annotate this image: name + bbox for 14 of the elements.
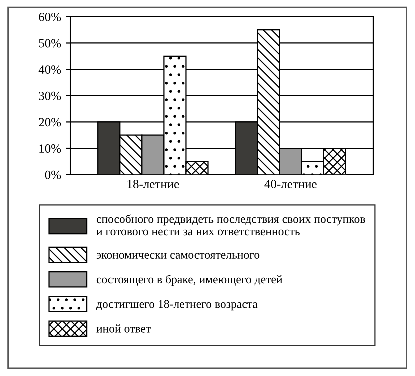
- y-tick-label: 40%: [38, 66, 62, 74]
- y-tick-label: 60%: [39, 12, 62, 22]
- legend-label: экономически самостоятельного: [96, 253, 260, 259]
- y-tick-label: 0%: [45, 170, 62, 180]
- y-tick-label: 20%: [39, 118, 62, 127]
- legend-label: достигшего 18-летнего возраста: [96, 300, 258, 311]
- x-tick-label: 40-летние: [264, 180, 317, 188]
- legend-label: иной ответ: [96, 324, 151, 333]
- legend-label: способного предвидеть последствия своих поступков и готового нести за них ответственность: [96, 214, 366, 236]
- y-tick-label: 30%: [39, 92, 62, 100]
- legend-label: состоящего в браке, имеющего детей: [96, 275, 283, 286]
- y-tick-label: 10%: [40, 144, 62, 154]
- y-tick-label: 50%: [39, 39, 62, 48]
- x-tick-label: 18-летние: [128, 180, 180, 188]
